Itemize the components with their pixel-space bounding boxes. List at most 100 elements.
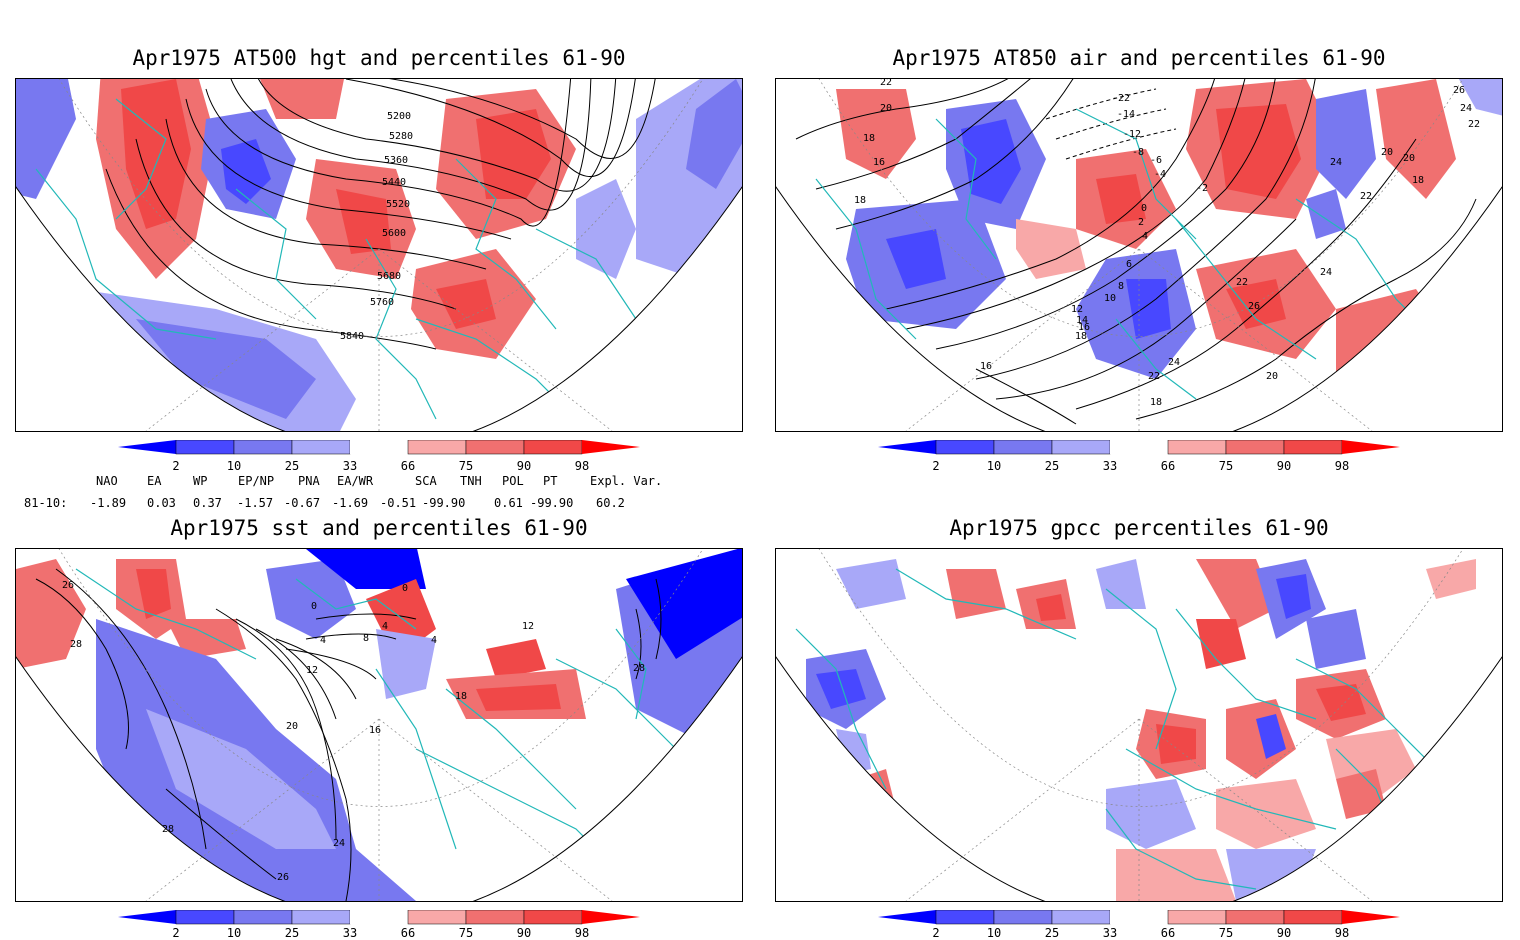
colorbar-label: 25 [1044,459,1060,473]
colorbar-swatch [1342,910,1400,924]
colorbar-label: 98 [574,926,590,940]
index-value-tnh: -99.90 [422,496,466,510]
colorbar-swatch [1167,910,1227,925]
colorbar-label: 10 [226,926,242,940]
contour-label: 20 [880,103,892,114]
contour-label: 20 [1381,147,1393,158]
colorbar-label: 75 [1218,459,1234,473]
index-header: POL [502,474,524,488]
contour-label: 5280 [389,131,413,142]
colorbar-swatch [993,440,1053,455]
index-header: NAO [96,474,118,488]
contour-label: -8 [1132,147,1144,158]
index-value-ea: 0.03 [147,496,176,510]
index-header: PNA [298,474,320,488]
colorbar-swatch [465,910,525,925]
colorbar-air850: 2 10 25 33 66 75 90 98 [878,440,1438,476]
colorbar-label: 66 [400,459,416,473]
map-sst: 26 28 0 4 8 12 16 20 24 28 26 0 4 4 12 1… [15,548,743,902]
contour-label: 6 [1126,259,1132,270]
colorbar-swatch [350,440,408,454]
index-header: PT [543,474,558,488]
colorbar-label: 66 [1160,459,1176,473]
panel-title-hgt500: Apr1975 AT500 hgt and percentiles 61-90 [132,46,626,70]
colorbar-label: 2 [172,459,180,473]
contour-label: 24 [1330,157,1342,168]
colorbar-sst: 2 10 25 33 66 75 90 98 [118,910,678,940]
colorbar-label: 90 [516,459,532,473]
contour-label: 22 [1148,371,1160,382]
contour-label: 22 [1468,119,1480,130]
contour-label: -14 [1117,109,1135,120]
colorbar-label: 2 [932,926,940,940]
index-value-pol: 0.61 [494,496,523,510]
contour-label: 5200 [387,111,411,122]
colorbar-gpcc-swatches [878,910,1400,925]
colorbar-label: 75 [1218,926,1234,940]
colorbar-swatch [878,910,936,924]
colorbar-swatch [1051,910,1111,925]
colorbar-swatch [1110,910,1168,924]
colorbar-label: 25 [1044,926,1060,940]
colorbar-swatch [878,440,936,454]
contour-label: 12 [306,665,318,676]
contour-label: 12 [522,621,534,632]
index-value-nao: -1.89 [90,496,127,510]
colorbar-label: 98 [1334,459,1350,473]
contour-label: 20 [286,721,298,732]
contour-label: 24 [1168,357,1180,368]
contour-label: 4 [1142,231,1148,242]
colorbar-hgt500-swatches [118,440,640,455]
contour-label: 24 [1460,103,1472,114]
colorbar-air850-swatches [878,440,1400,455]
colorbar-swatch [1283,440,1343,455]
colorbar-label: 25 [284,926,300,940]
colorbar-swatch [465,440,525,455]
contour-label: 5600 [382,228,406,239]
colorbar-swatch [1225,910,1285,925]
contour-label: 28 [162,824,174,835]
colorbar-swatch [118,440,176,454]
contour-label: 0 [1141,203,1147,214]
contour-label: 0 [402,583,408,594]
contour-label: 28 [633,663,645,674]
index-row-label: 81-10: [24,496,68,510]
colorbar-hgt500: 2 10 25 33 66 75 90 98 [118,440,678,476]
colorbar-label: 2 [932,459,940,473]
contour-label: 18 [854,195,866,206]
colorbar-swatch [1342,440,1400,454]
contour-label: 22 [880,79,892,88]
contour-label: -6 [1150,155,1162,166]
contour-label: 5360 [384,155,408,166]
panel-title-air850: Apr1975 AT850 air and percentiles 61-90 [892,46,1386,70]
contour-label: 18 [1412,175,1424,186]
colorbar-label: 90 [1276,926,1292,940]
colorbar-label: 90 [516,926,532,940]
index-value-expl-var: 60.2 [596,496,625,510]
index-header: SCA [415,474,437,488]
colorbar-swatch [935,440,995,455]
index-header: EA/WR [337,474,374,488]
colorbar-swatch [523,910,583,925]
colorbar-swatch [233,440,293,455]
contour-label: 26 [1453,85,1465,96]
contour-label: 5680 [377,271,401,282]
colorbar-swatch [1051,440,1111,455]
contour-label: 20 [1403,153,1415,164]
contour-label: 24 [1320,267,1332,278]
contour-label: 22 [1360,191,1372,202]
contour-label: 26 [1248,301,1260,312]
contour-label: 26 [62,580,74,591]
contour-label: 4 [320,635,326,646]
colorbar-label: 90 [1276,459,1292,473]
index-value-sca: -0.51 [380,496,417,510]
colorbar-label: 10 [986,926,1002,940]
contour-label: 14 [1076,315,1088,326]
colorbar-label: 25 [284,459,300,473]
colorbar-swatch [935,910,995,925]
contour-label: 16 [1078,322,1090,333]
contour-label: -2 [1196,183,1208,194]
colorbar-label: 33 [342,459,358,473]
colorbar-swatch [175,910,235,925]
contour-label: 22 [1236,277,1248,288]
